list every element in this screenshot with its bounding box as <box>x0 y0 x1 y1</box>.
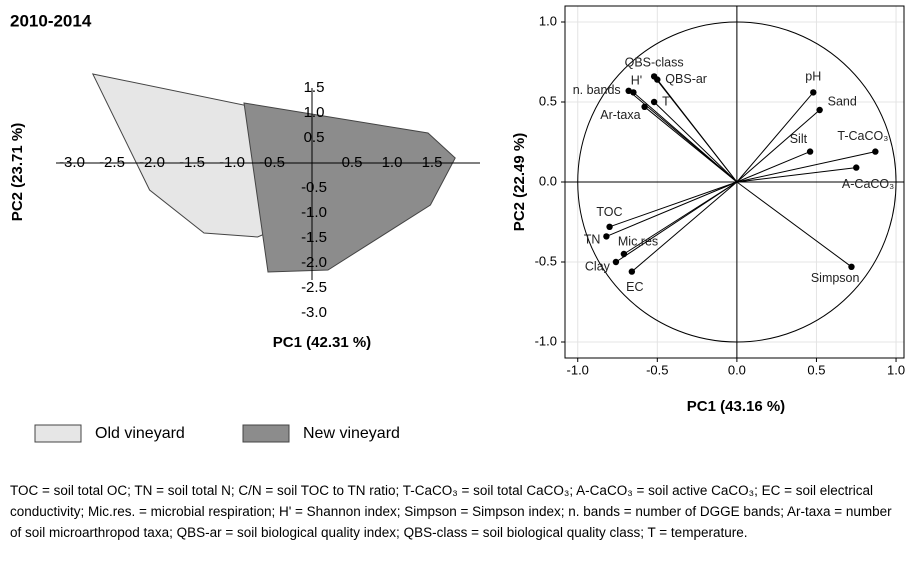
point-label: EC <box>626 280 643 294</box>
loading-vector <box>609 181 738 228</box>
y-tick-label: 1.0 <box>539 13 557 28</box>
x-tick-label: -2.5 <box>99 154 125 171</box>
y-tick-label: 0.5 <box>539 93 557 108</box>
x-tick-label: 0.0 <box>728 362 746 377</box>
x-tick-label: 1.0 <box>382 154 403 171</box>
loading-point <box>654 76 661 83</box>
point-label: QBS-class <box>625 56 684 70</box>
y-axis-label: PC2 (22.49 %) <box>511 133 528 231</box>
legend-swatch <box>34 424 82 443</box>
y-tick-label: 1.0 <box>304 104 325 121</box>
x-tick-label: 0.5 <box>342 154 363 171</box>
point-label: H' <box>631 74 642 88</box>
loading-point <box>853 164 860 171</box>
loading-vector <box>656 79 738 183</box>
y-tick-label: 1.5 <box>304 79 325 96</box>
point-label: Ar-taxa <box>600 108 640 122</box>
loading-vector <box>736 181 852 268</box>
y-tick-label: -2.5 <box>301 279 327 296</box>
loading-point <box>848 263 855 270</box>
x-tick-label: -3.0 <box>59 154 85 171</box>
figure-title: 2010-2014 <box>10 11 92 30</box>
loading-point <box>625 87 632 95</box>
loading-vector <box>736 151 811 183</box>
polygon-area <box>243 102 456 273</box>
loading-point <box>816 106 823 114</box>
x-tick-label: -1.0 <box>567 362 589 377</box>
x-tick-label: -1.5 <box>179 154 205 171</box>
point-label: Silt <box>790 132 808 146</box>
y-tick-label: -0.5 <box>535 253 557 268</box>
loading-point <box>650 98 658 106</box>
loading-point <box>606 223 613 230</box>
y-tick-label: -0.5 <box>301 179 327 196</box>
x-axis-label: PC1 (42.31 %) <box>273 334 371 351</box>
loading-vector <box>631 181 738 272</box>
y-axis-label: PC2 (23.71 %) <box>9 123 26 221</box>
x-tick-label: 1.5 <box>422 154 443 171</box>
loading-point <box>628 268 636 275</box>
y-tick-label: -3.0 <box>301 304 327 321</box>
legend-swatch <box>242 424 290 443</box>
y-tick-label: 0.0 <box>539 173 557 188</box>
y-tick-label: -1.0 <box>535 333 557 348</box>
loading-vector <box>736 167 857 183</box>
point-label: T-CaCO₃ <box>837 129 888 143</box>
y-tick-label: -1.0 <box>301 204 327 221</box>
point-label: QBS-ar <box>665 72 707 86</box>
loading-point <box>603 233 610 240</box>
y-tick-label: 0.5 <box>304 129 325 146</box>
x-tick-label: 0.5 <box>807 362 825 377</box>
point-label: Mic.res <box>618 234 658 248</box>
point-label: TOC <box>596 205 622 219</box>
loading-point <box>641 103 648 111</box>
y-tick-label: -1.5 <box>301 229 327 246</box>
x-tick-label: -0.5 <box>646 362 668 377</box>
legend-label: New vineyard <box>303 425 400 442</box>
point-label: Simpson <box>811 271 860 285</box>
loading-vector <box>606 181 738 237</box>
loading-point <box>806 148 814 155</box>
y-tick-label: -2.0 <box>301 254 327 271</box>
loading-point <box>872 148 879 155</box>
loading-vector <box>736 92 814 183</box>
loading-point <box>810 89 817 96</box>
loading-vector <box>653 101 738 183</box>
x-axis-label: PC1 (43.16 %) <box>687 398 785 415</box>
loading-vector <box>736 109 820 183</box>
x-tick-label: -1.0 <box>219 154 245 171</box>
point-label: n. bands <box>573 83 621 97</box>
caption: TOC = soil total OC; TN = soil total N; … <box>10 483 892 540</box>
point-label: pH <box>805 70 821 84</box>
point-label: A-CaCO₃ <box>842 177 894 191</box>
point-label: Clay <box>585 259 611 273</box>
x-tick-label: -0.5 <box>259 154 285 171</box>
x-tick-label: 1.0 <box>887 362 905 377</box>
legend-label: Old vineyard <box>95 425 185 442</box>
loading-vector <box>736 151 876 183</box>
point-label: Sand <box>828 94 857 108</box>
point-label: T <box>662 94 670 108</box>
loading-point <box>612 258 620 266</box>
loading-vector <box>644 106 738 183</box>
x-tick-label: -2.0 <box>139 154 165 171</box>
loading-vector <box>615 181 738 263</box>
point-label: TN <box>584 233 601 247</box>
